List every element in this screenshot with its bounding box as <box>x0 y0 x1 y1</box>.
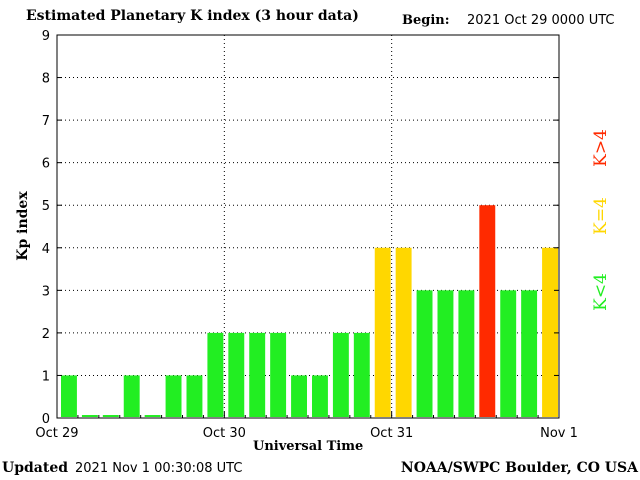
kp-bar <box>416 290 433 417</box>
y-tick-label: 0 <box>42 412 50 427</box>
updated-label: Updated <box>2 460 69 476</box>
kp-bar <box>81 415 98 417</box>
kp-bar <box>249 332 266 417</box>
y-tick-label: 4 <box>42 242 50 257</box>
y-tick-label: 1 <box>42 369 50 384</box>
updated-value: 2021 Nov 1 00:30:08 UTC <box>75 461 243 476</box>
plot-frame <box>56 34 560 419</box>
kp-bar <box>353 332 370 417</box>
kp-bar <box>61 375 77 417</box>
begin-label: Begin: <box>402 13 450 28</box>
kp-bar <box>437 290 454 417</box>
kp-bar <box>186 375 203 417</box>
y-tick-label: 8 <box>42 72 50 87</box>
kp-bar <box>395 247 412 417</box>
x-tick-label: Nov 1 <box>540 426 578 441</box>
kp-bar <box>458 290 475 417</box>
y-tick-label: 9 <box>42 29 50 44</box>
kp-bar <box>291 375 307 417</box>
axes: 0 1 2 3 4 5 6 7 8 9 Oct 29 Oct 30 Oct 31 Nov 1 <box>35 29 577 441</box>
legend-low: K<4 <box>591 273 611 311</box>
x-tick-label: Oct 29 <box>35 426 78 441</box>
kp-bar <box>312 375 328 417</box>
bars <box>61 205 558 417</box>
kp-bar <box>479 205 496 417</box>
kp-bar <box>228 332 245 417</box>
kp-bar <box>521 290 538 417</box>
kp-bar <box>270 332 287 417</box>
x-axis-label: Universal Time <box>253 439 364 454</box>
chart-title: Estimated Planetary K index (3 hour data… <box>26 8 359 24</box>
kp-bar <box>165 375 182 417</box>
legend-equal: K=4 <box>591 197 611 235</box>
kp-bar <box>374 247 391 417</box>
y-tick-label: 3 <box>42 284 50 299</box>
kp-bar <box>207 332 224 417</box>
y-tick-label: 2 <box>42 327 50 342</box>
y-tick-label: 6 <box>42 157 50 172</box>
y-tick-label: 7 <box>42 114 50 129</box>
legend-high: K>4 <box>591 129 611 167</box>
y-axis-label: Kp index <box>15 191 31 261</box>
kp-bar <box>123 375 140 417</box>
kp-bar <box>102 415 119 417</box>
kp-bar <box>332 332 349 417</box>
begin-value: 2021 Oct 29 0000 UTC <box>467 13 615 28</box>
x-tick-label: Oct 30 <box>203 426 246 441</box>
credit-text: NOAA/SWPC Boulder, CO USA <box>400 460 638 476</box>
kp-bar <box>144 415 161 417</box>
y-tick-label: 5 <box>42 199 50 214</box>
kp-bar <box>500 290 517 417</box>
x-tick-label: Oct 31 <box>370 426 413 441</box>
